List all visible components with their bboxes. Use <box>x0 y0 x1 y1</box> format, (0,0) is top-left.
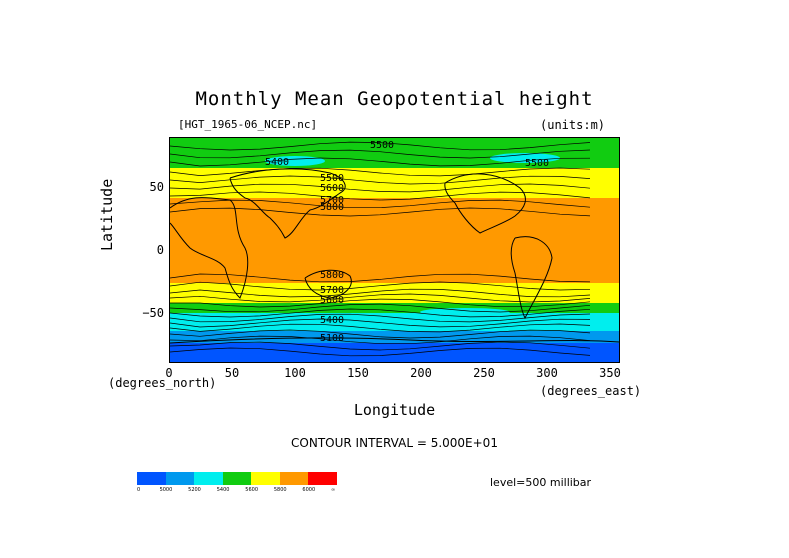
x-tick-0: 0 <box>165 366 173 380</box>
contour-label: 5500 <box>320 173 344 184</box>
height-band <box>170 343 619 362</box>
contour-line <box>169 347 591 357</box>
legend-label: 5400 <box>216 487 230 493</box>
x-unit-right: (degrees_east) <box>540 384 642 398</box>
color-legend <box>137 472 337 485</box>
contour-label: 5700 <box>320 285 344 296</box>
contour-line <box>169 323 591 333</box>
contour-line <box>169 303 591 313</box>
legend-label: ∞ <box>331 487 336 493</box>
contour-line <box>169 273 591 283</box>
legend-label: 0 <box>137 487 141 493</box>
x-tick-300: 300 <box>536 366 558 380</box>
coastlines <box>169 168 620 344</box>
contour-label: 5600 <box>320 183 344 194</box>
plot-title: Monthly Mean Geopotential height <box>195 88 594 110</box>
x-tick-50: 50 <box>224 366 240 380</box>
legend-swatch <box>251 472 280 485</box>
x-tick-350: 350 <box>599 366 621 380</box>
contour-line <box>169 318 591 328</box>
legend-swatch <box>165 472 195 485</box>
contour-line <box>169 207 591 217</box>
contour-line <box>169 141 591 151</box>
contour-line <box>169 199 591 209</box>
eurasia-coast <box>229 168 346 239</box>
height-band <box>170 331 619 343</box>
legend-swatch <box>222 472 252 485</box>
contour-label: 5400 <box>265 157 289 168</box>
contour-label: 5100 <box>320 333 344 344</box>
contour-label: 5500 <box>370 140 394 151</box>
contour-line <box>169 313 591 323</box>
units-label: (units:m) <box>540 118 606 132</box>
legend-swatch <box>279 472 309 485</box>
africa-coast <box>169 197 249 299</box>
contour-line <box>169 149 591 159</box>
x-tick-250: 250 <box>473 366 495 380</box>
legend-swatch <box>137 472 166 485</box>
legend-label: 5200 <box>188 487 201 493</box>
x-tick-100: 100 <box>284 366 306 380</box>
legend-label: 5000 <box>159 487 173 493</box>
contour-line <box>169 329 591 339</box>
height-band <box>170 183 619 198</box>
height-band <box>170 303 619 313</box>
contour-line <box>169 191 591 201</box>
contour-line <box>169 341 591 351</box>
legend-label: 6000 <box>302 487 316 493</box>
antarctica-coast <box>169 337 620 344</box>
contour-label: 5400 <box>320 315 344 326</box>
contour-lines <box>169 141 591 357</box>
y-tick-0: 0 <box>156 243 164 257</box>
level-text: level=500 millibar <box>490 476 592 489</box>
legend-label: 5800 <box>273 487 287 493</box>
source-file-label: [HGT_1965-06_NCEP.nc] <box>178 118 318 131</box>
contour-label: 5800 <box>320 202 344 213</box>
contour-line <box>169 183 591 193</box>
legend-swatch <box>194 472 223 485</box>
x-tick-150: 150 <box>347 366 369 380</box>
contour-line <box>170 298 591 308</box>
contour-label: 5500 <box>525 158 549 169</box>
contour-line <box>169 308 591 318</box>
height-patch <box>490 153 560 163</box>
x-unit-left: (degrees_north) <box>108 376 217 390</box>
contour-line <box>169 281 591 291</box>
contour-interval-text: CONTOUR INTERVAL = 5.000E+01 <box>291 436 498 450</box>
x-axis-label: Longitude <box>353 401 436 419</box>
contour-label: 5800 <box>320 270 344 281</box>
legend-label: 5600 <box>245 487 259 493</box>
contour-line <box>169 175 591 185</box>
height-band <box>170 283 619 303</box>
australia-coast <box>304 269 352 299</box>
y-axis-label: Latitude <box>98 178 116 251</box>
geopotential-map: 5500 5400 5500 5500 5600 5700 5800 5800 5700 5600… <box>169 137 620 363</box>
x-tick-200: 200 <box>410 366 432 380</box>
legend-swatch <box>308 472 337 485</box>
height-band <box>170 198 619 283</box>
contour-line <box>169 335 591 345</box>
height-patch <box>420 308 510 316</box>
height-band <box>170 168 619 183</box>
y-tick-minus50: −50 <box>142 306 164 320</box>
contour-line <box>169 167 591 177</box>
contour-line <box>169 157 591 167</box>
contour-label: 5600 <box>320 295 344 306</box>
contour-line <box>169 288 591 298</box>
north-america-coast <box>444 173 526 234</box>
y-tick-50: 50 <box>149 180 164 194</box>
contour-label: 5700 <box>320 195 344 206</box>
south-america-coast <box>510 236 553 320</box>
